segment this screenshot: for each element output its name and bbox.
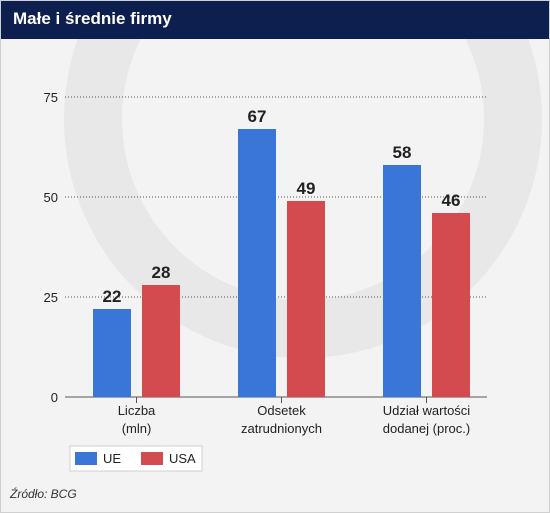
category-label-0-line-0: Liczba [118, 403, 156, 418]
data-label-UE-1: 67 [248, 107, 267, 126]
data-label-UE-0: 22 [103, 287, 122, 306]
data-label-USA-1: 49 [297, 179, 316, 198]
legend-label-USA: USA [169, 451, 196, 466]
source-note: Źródło: BCG [10, 487, 77, 501]
y-tick-label-25: 25 [44, 290, 58, 305]
bar-UE-0 [93, 309, 131, 397]
bar-USA-1 [287, 201, 325, 397]
legend-swatch-UE [75, 452, 97, 465]
bar-UE-1 [238, 129, 276, 397]
data-label-USA-0: 28 [152, 263, 171, 282]
y-tick-label-75: 75 [44, 90, 58, 105]
category-label-1-line-1: zatrudnionych [241, 421, 322, 436]
legend-label-UE: UE [103, 451, 121, 466]
bar-UE-2 [383, 165, 421, 397]
category-label-2-line-1: dodanej (proc.) [383, 421, 470, 436]
category-label-0-line-1: (mln) [122, 421, 152, 436]
data-label-UE-2: 58 [393, 143, 412, 162]
y-tick-label-0: 0 [51, 390, 58, 405]
bar-USA-2 [432, 213, 470, 397]
bar-USA-0 [142, 285, 180, 397]
y-tick-label-50: 50 [44, 190, 58, 205]
category-label-2-line-0: Udział wartości [383, 403, 471, 418]
legend-swatch-USA [141, 452, 163, 465]
header-bar: Małe i średnie firmy [1, 1, 549, 39]
chart-title: Małe i średnie firmy [13, 9, 172, 28]
data-label-USA-2: 46 [442, 191, 461, 210]
category-label-1-line-0: Odsetek [257, 403, 306, 418]
